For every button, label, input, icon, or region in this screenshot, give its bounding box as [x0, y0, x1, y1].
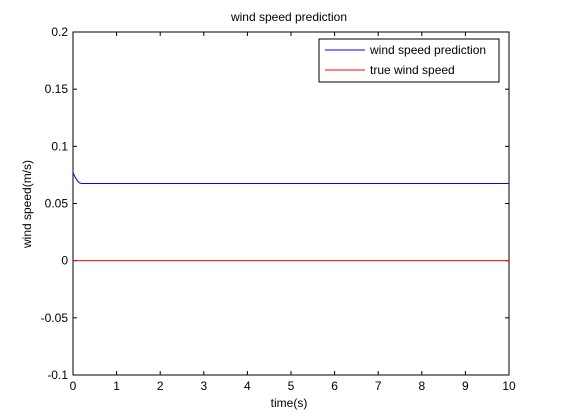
series-line-0 — [72, 172, 509, 184]
y-axis-label: wind speed(m/s) — [20, 160, 34, 249]
x-tick-label: 7 — [375, 379, 382, 393]
y-tick-label: 0.05 — [45, 197, 69, 211]
x-tick-label: 9 — [462, 379, 469, 393]
y-tick-label: 0.15 — [45, 82, 69, 96]
x-tick-label: 6 — [331, 379, 338, 393]
y-tick-label: 0 — [61, 254, 68, 268]
x-tick-label: 4 — [244, 379, 251, 393]
x-tick-label: 0 — [70, 379, 77, 393]
legend-box — [318, 38, 500, 83]
legend-label-prediction: wind speed prediction — [369, 43, 486, 57]
y-tick-label: -0.1 — [47, 368, 68, 382]
series-layer — [72, 172, 509, 262]
x-tick-label: 1 — [113, 379, 120, 393]
y-tick-label: 0.2 — [51, 25, 68, 39]
legend: wind speed prediction true wind speed — [318, 38, 500, 83]
x-tick-label: 8 — [418, 379, 425, 393]
x-tick-label: 5 — [288, 379, 295, 393]
y-tick-label: -0.05 — [41, 311, 69, 325]
plot-area — [72, 31, 510, 376]
x-tick-label: 2 — [157, 379, 164, 393]
y-axis: -0.1 -0.05 0 0.05 0.1 0.15 0.2 — [41, 25, 509, 382]
x-tick-label: 3 — [200, 379, 207, 393]
x-axis-label: time(s) — [271, 396, 308, 410]
x-axis: 0 1 2 3 4 5 6 7 8 9 10 — [70, 32, 516, 393]
legend-label-true: true wind speed — [370, 63, 455, 77]
y-tick-label: 0.1 — [51, 139, 68, 153]
x-tick-label: 10 — [502, 379, 516, 393]
chart-title: wind speed prediction — [230, 10, 347, 24]
